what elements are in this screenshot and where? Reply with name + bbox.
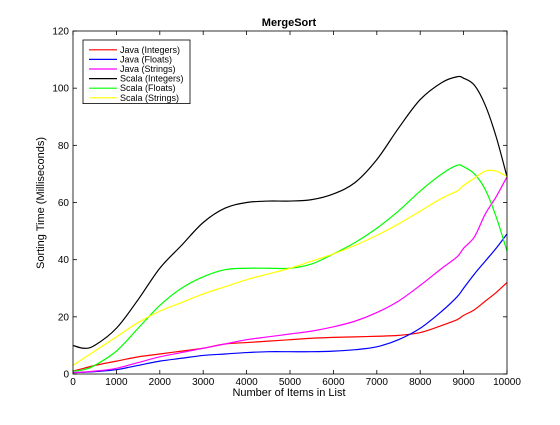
x-tick-label: 6000 <box>322 377 345 388</box>
legend-entry-label: Java (Strings) <box>120 64 176 74</box>
chart-title: MergeSort <box>262 17 317 29</box>
series-line-java-floats <box>72 233 508 374</box>
x-tick-label: 7000 <box>366 377 389 388</box>
y-tick-label: 20 <box>58 312 70 323</box>
x-tick-label: 1000 <box>105 377 128 388</box>
x-tick-label: 2000 <box>149 377 172 388</box>
x-tick-label: 10000 <box>493 377 521 388</box>
x-tick-label: 3000 <box>192 377 215 388</box>
legend-box <box>82 39 191 104</box>
y-tick-label: 0 <box>63 370 69 381</box>
x-tick-label: 0 <box>70 377 76 388</box>
y-tick-label: 60 <box>58 198 70 209</box>
x-axis-label: Number of Items in List <box>232 387 345 399</box>
series-line-java-integers <box>72 282 508 372</box>
series-line-scala-strings <box>72 169 508 366</box>
y-tick-label: 100 <box>52 84 69 95</box>
series-line-scala-integers <box>72 75 508 349</box>
legend: Java (Integers)Java (Floats)Java (String… <box>82 39 191 104</box>
legend-entry-label: Scala (Strings) <box>120 93 179 103</box>
series-line-java-strings <box>72 176 508 374</box>
y-tick-label: 80 <box>58 141 70 152</box>
y-tick-label: 40 <box>58 255 70 266</box>
x-tick-label: 8000 <box>409 377 432 388</box>
axis-ticks: 0 1000 2000 3000 4000 5000 6000 7000 8000 9000 100… <box>52 27 521 389</box>
legend-entry-label: Scala (Floats) <box>120 83 176 93</box>
series-line-scala-floats <box>72 164 508 372</box>
x-tick-label: 5000 <box>279 377 302 388</box>
legend-entry-label: Java (Integers) <box>120 45 180 55</box>
x-tick-label: 4000 <box>235 377 258 388</box>
legend-entry-label: Java (Floats) <box>120 54 172 64</box>
plot-area <box>72 75 508 374</box>
legend-entry-label: Scala (Integers) <box>120 74 184 84</box>
y-axis-label: Sorting Time (Milliseconds) <box>35 137 47 269</box>
y-tick-label: 120 <box>52 27 69 38</box>
x-tick-label: 9000 <box>452 377 475 388</box>
